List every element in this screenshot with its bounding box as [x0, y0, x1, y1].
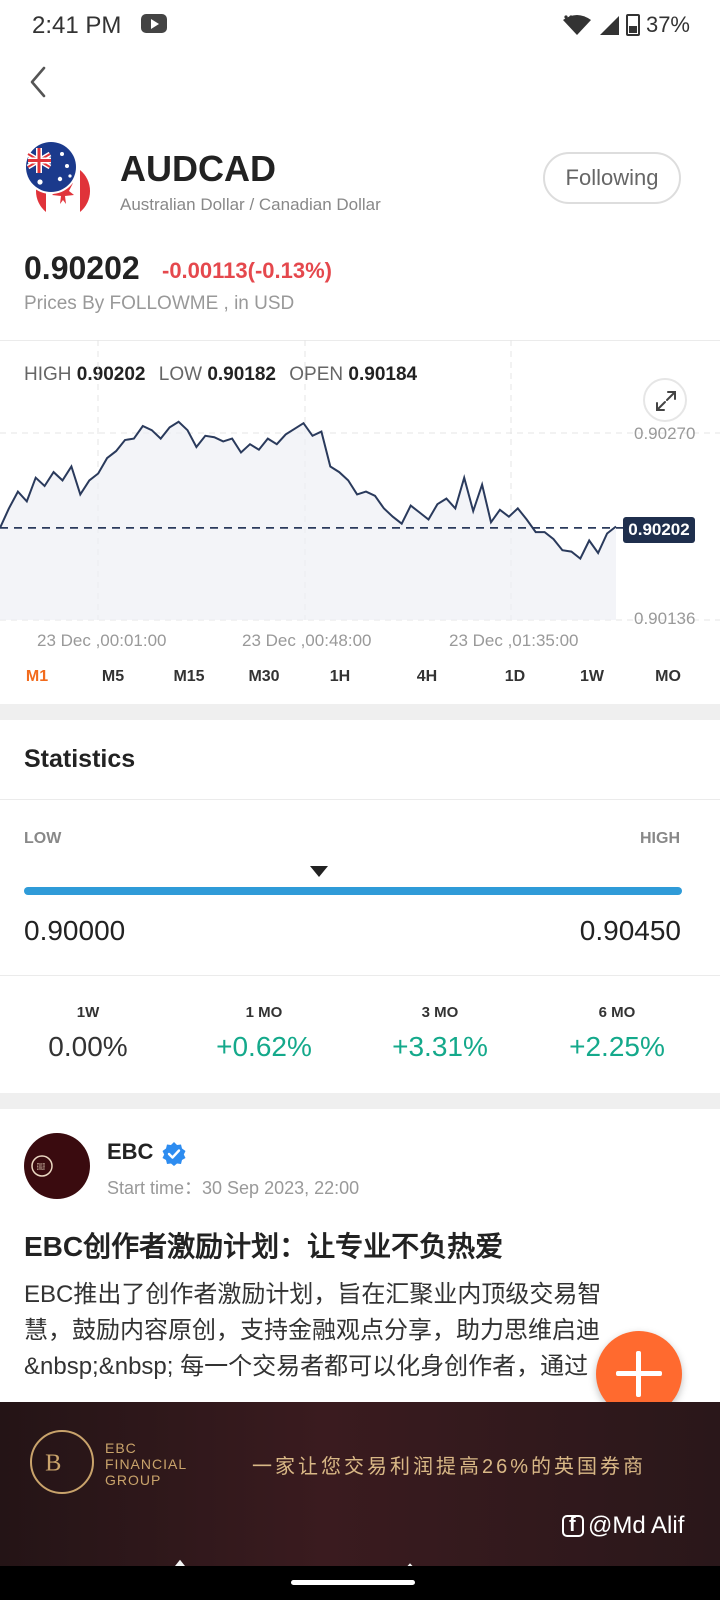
- tab-mo[interactable]: MO: [655, 668, 681, 685]
- section-separator: [0, 704, 720, 720]
- ad-slogan: 一家让您交易利润提高26%的英国券商: [252, 1456, 647, 1478]
- range-high-label: HIGH: [640, 830, 680, 847]
- verified-badge-icon: [162, 1142, 186, 1166]
- tab-1h[interactable]: 1H: [329, 668, 351, 685]
- author-name[interactable]: EBC: [107, 1139, 154, 1164]
- low-value: 0.90182: [207, 364, 276, 385]
- range-low-value: 0.90000: [24, 915, 126, 946]
- post-start-time: Start time：30 Sep 2023, 22:00: [107, 1178, 360, 1198]
- ad-logo-text: EBC FINANCIAL GROUP: [105, 1440, 187, 1488]
- range-high-value: 0.90450: [579, 915, 681, 946]
- tab-m1[interactable]: M1: [25, 668, 49, 685]
- back-arrow-icon[interactable]: [22, 64, 58, 100]
- axis-label-bottom: 0.90136: [634, 609, 696, 628]
- ebc-logo-icon: EBC FINANCIAL GROUP: [31, 1155, 53, 1177]
- statistics-title: Statistics: [24, 745, 136, 773]
- open-value: 0.90184: [348, 364, 418, 385]
- following-button[interactable]: Following: [543, 152, 681, 204]
- tab-1w[interactable]: 1W: [580, 668, 604, 685]
- symbol-description: Australian Dollar / Canadian Dollar: [120, 195, 381, 214]
- performance-value: 0.00%: [48, 1031, 128, 1062]
- watermark-text: @Md Alif: [588, 1512, 685, 1539]
- performance-1mo: 1 MO +0.62%: [176, 1004, 352, 1063]
- avatar-text: EBC FINANCIAL GROUP: [37, 1162, 45, 1173]
- high-value: 0.90202: [76, 364, 146, 385]
- divider: [0, 799, 720, 800]
- post-body[interactable]: EBC推出了创作者激励计划，旨在汇聚业内顶级交易智慧，鼓励内容原创，支持金融观点…: [24, 1281, 602, 1380]
- watermark: @Md Alif: [562, 1512, 684, 1540]
- timeframe-tabs: M1 M5 M15 M30 1H 4H 1D 1W MO: [0, 668, 720, 692]
- expand-chart-button[interactable]: [643, 378, 687, 422]
- high-label: HIGH: [24, 364, 72, 385]
- x-axis-label: 23 Dec ,00:01:00: [37, 631, 167, 650]
- divider: [0, 975, 720, 976]
- price-line: [0, 420, 617, 561]
- performance-3mo: 3 MO +3.31%: [352, 1004, 528, 1063]
- range-bar: [24, 887, 682, 895]
- current-price: 0.90202: [24, 250, 140, 286]
- ohl-summary: HIGH 0.90202 LOW 0.90182 OPEN 0.90184: [24, 364, 425, 386]
- open-label: OPEN: [289, 364, 344, 385]
- battery-level: 37%: [645, 12, 690, 37]
- tab-m15[interactable]: M15: [173, 668, 205, 685]
- performance-1w: 1W 0.00%: [0, 1004, 176, 1063]
- price-area: [0, 421, 616, 620]
- currency-pair-flags-icon: [24, 140, 91, 218]
- status-indicators: 37%: [562, 12, 690, 38]
- youtube-notification-icon: [141, 14, 167, 33]
- wifi-icon: [562, 15, 591, 35]
- price-change: -0.00113(-0.13%): [162, 258, 332, 283]
- home-gesture-handle[interactable]: [291, 1580, 415, 1585]
- performance-value: +3.31%: [392, 1031, 488, 1062]
- x-axis-label: 23 Dec ,01:35:00: [449, 631, 579, 650]
- facebook-icon: [562, 1514, 584, 1537]
- price-source: Prices By FOLLOWME , in USD: [24, 293, 295, 314]
- performance-period: 6 MO: [598, 1004, 636, 1021]
- battery-icon: [625, 14, 640, 36]
- section-separator: [0, 1093, 720, 1109]
- performance-period: 1W: [76, 1004, 100, 1021]
- author-avatar[interactable]: EBC FINANCIAL GROUP: [24, 1133, 90, 1199]
- status-time: 2:41 PM: [32, 12, 122, 39]
- svg-text:B: B: [45, 1449, 61, 1476]
- symbol-name: AUDCAD: [120, 148, 276, 189]
- performance-value: +0.62%: [216, 1031, 312, 1062]
- ebc-logo-icon: B: [30, 1430, 94, 1494]
- range-position-marker: [309, 866, 328, 877]
- tab-m5[interactable]: M5: [101, 668, 125, 685]
- low-label: LOW: [158, 364, 203, 385]
- post-title[interactable]: EBC创作者激励计划：让专业不负热爱: [24, 1231, 504, 1262]
- expand-icon: [656, 391, 676, 411]
- divider: [0, 340, 720, 341]
- tab-m30[interactable]: M30: [248, 668, 280, 685]
- performance-period: 3 MO: [421, 1004, 459, 1021]
- performance-6mo: 6 MO +2.25%: [529, 1004, 705, 1063]
- range-low-label: LOW: [24, 830, 62, 847]
- status-bar: 2:41 PM 37%: [0, 0, 720, 52]
- axis-label-top: 0.90270: [634, 424, 696, 443]
- last-price-badge: 0.90202: [623, 517, 695, 543]
- performance-value: +2.25%: [569, 1031, 665, 1062]
- tab-4h[interactable]: 4H: [416, 668, 438, 685]
- tab-1d[interactable]: 1D: [504, 668, 526, 685]
- price-chart[interactable]: [0, 340, 720, 660]
- performance-period: 1 MO: [245, 1004, 283, 1021]
- signal-icon: [599, 16, 619, 35]
- x-axis-label: 23 Dec ,00:48:00: [242, 631, 372, 650]
